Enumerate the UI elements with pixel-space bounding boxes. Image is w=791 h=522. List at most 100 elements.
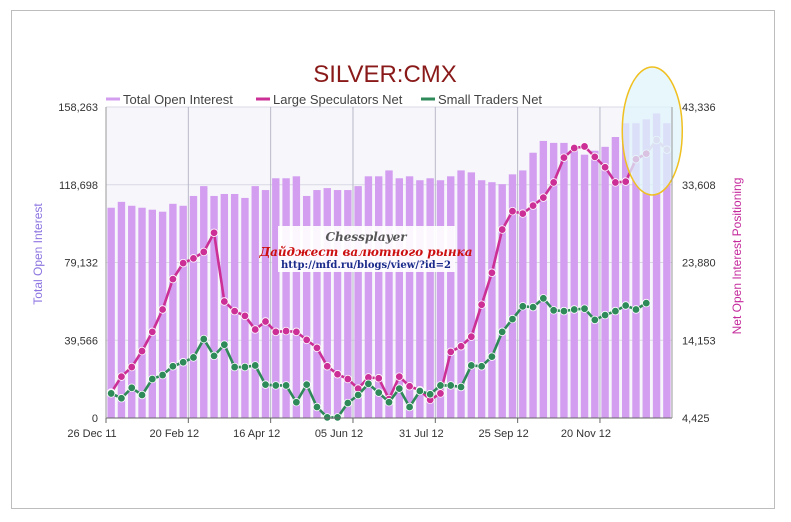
bar	[488, 182, 496, 418]
x-tick-label: 20 Nov 12	[561, 428, 611, 440]
data-point	[498, 225, 507, 234]
watermark-url[interactable]: http://mfd.ru/blogs/view/?id=2	[281, 260, 451, 271]
bar	[323, 188, 331, 418]
bar	[200, 186, 208, 418]
data-point	[333, 370, 342, 379]
legend[interactable]: Total Open Interest Large Speculators Ne…	[106, 92, 542, 107]
data-point	[168, 274, 178, 284]
bar	[405, 176, 414, 418]
data-point	[117, 394, 126, 403]
y-tick-label-right: 4,425	[682, 413, 710, 425]
bar	[251, 186, 259, 418]
bar	[529, 152, 537, 418]
data-point	[240, 362, 250, 372]
data-point	[251, 361, 260, 370]
bar	[570, 146, 578, 418]
legend-label-small-traders[interactable]: Small Traders Net	[438, 92, 542, 107]
data-point	[137, 346, 147, 356]
y-tick-label-right: 33,608	[682, 180, 716, 192]
bar	[477, 180, 486, 418]
data-point	[220, 340, 229, 349]
data-point	[621, 301, 630, 310]
legend-label-total-open-interest[interactable]: Total Open Interest	[123, 92, 233, 107]
bar	[282, 178, 290, 418]
data-point	[477, 362, 486, 371]
data-point	[436, 381, 445, 390]
y-axis-title-right: Net Open Interest Positioning	[730, 178, 744, 335]
data-point	[137, 390, 147, 400]
data-point	[467, 361, 476, 370]
data-point	[374, 388, 383, 397]
data-point	[271, 381, 280, 390]
data-point	[456, 382, 466, 392]
bar	[498, 184, 506, 418]
bar	[117, 201, 126, 418]
data-point	[333, 413, 342, 422]
x-tick-label: 26 Dec 11	[67, 428, 116, 440]
bar	[333, 190, 342, 418]
watermark-subtitle: Дайджест валютного рынка	[258, 245, 472, 259]
y-tick-label-left: 79,132	[64, 258, 98, 270]
bar	[580, 154, 589, 418]
data-point	[405, 402, 414, 412]
bar	[210, 195, 218, 418]
line-series	[106, 135, 672, 422]
bar	[519, 170, 527, 418]
data-point	[415, 386, 425, 396]
bar	[148, 209, 157, 418]
y-tick-label-left: 39,566	[64, 335, 98, 347]
data-point	[570, 305, 579, 314]
highlight-ellipse	[621, 66, 684, 196]
data-point	[518, 302, 527, 311]
data-point	[590, 315, 600, 325]
data-point	[549, 306, 558, 315]
bar	[591, 150, 599, 418]
data-point	[539, 294, 548, 303]
data-point	[148, 374, 157, 384]
bar	[560, 142, 568, 419]
chart-title: SILVER:CMX	[313, 61, 457, 88]
bar-series	[107, 113, 671, 419]
data-point	[580, 304, 589, 313]
data-point	[384, 398, 394, 407]
bar	[601, 146, 609, 418]
data-point	[220, 297, 229, 306]
data-point	[209, 351, 219, 361]
bar	[128, 205, 136, 418]
data-point	[292, 398, 301, 407]
data-point	[374, 374, 383, 383]
data-point	[148, 327, 157, 337]
bar	[549, 142, 558, 419]
data-point	[189, 254, 198, 263]
data-point	[230, 306, 239, 316]
data-point	[508, 314, 517, 324]
x-tick-label: 25 Sep 12	[479, 428, 529, 440]
data-point	[642, 298, 651, 308]
data-point	[631, 305, 641, 314]
bar	[447, 176, 455, 418]
bar	[663, 123, 671, 418]
bar	[632, 123, 640, 418]
bar	[642, 119, 650, 419]
data-point	[230, 362, 239, 372]
legend-label-large-speculators[interactable]: Large Speculators Net	[273, 92, 403, 107]
bar	[230, 193, 239, 418]
data-point	[600, 163, 610, 172]
axes: 158,263 118,698 79,132 39,566 0 43,336 33,608 2…	[58, 102, 715, 440]
y-tick-label-left: 0	[92, 413, 98, 425]
bar	[158, 211, 167, 418]
watermark-title: Chessplayer	[325, 230, 408, 244]
data-point	[189, 353, 198, 362]
bar	[436, 180, 445, 418]
data-point	[292, 327, 301, 337]
bar	[354, 186, 362, 418]
data-point	[528, 302, 538, 312]
data-point	[539, 193, 548, 202]
data-point	[323, 413, 332, 422]
data-point	[261, 380, 270, 389]
data-point	[261, 317, 270, 326]
x-tick-label: 16 Apr 12	[233, 428, 280, 440]
data-point	[312, 402, 322, 412]
data-point	[559, 153, 569, 162]
data-point	[611, 178, 620, 187]
